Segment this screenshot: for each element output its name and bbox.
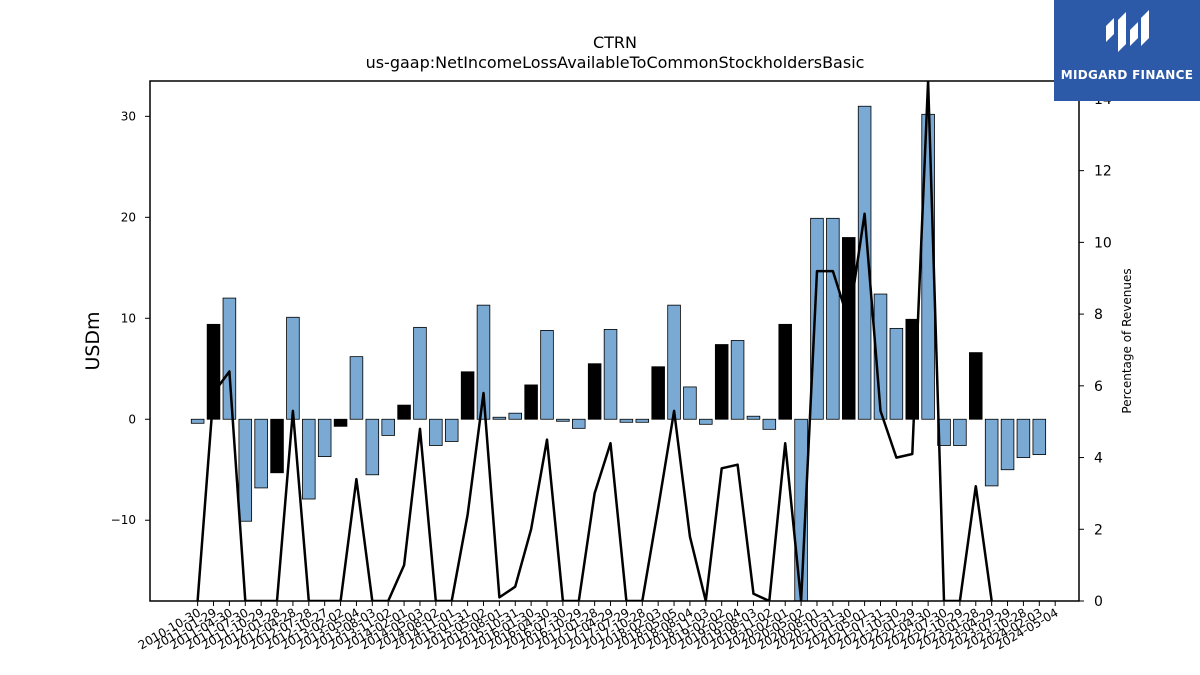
bar-2011-04-30 — [222, 297, 237, 420]
y-tick-label: 10 — [121, 311, 136, 325]
bar-2014-02-01 — [397, 404, 411, 420]
plot-frame — [149, 80, 1080, 602]
logo-text: MIDGARD FINANCE — [1060, 68, 1194, 82]
bar-2017-01-28 — [587, 363, 602, 420]
bar-2018-08-04 — [683, 386, 697, 420]
bar-2018-05-05 — [667, 304, 681, 420]
bar-2017-04-29 — [603, 328, 618, 420]
y2-tick-label: 12 — [1094, 164, 1112, 180]
y2-tick-label: 2 — [1094, 522, 1103, 538]
bar-2011-10-29 — [254, 418, 268, 489]
bar-2022-10-29 — [953, 418, 967, 446]
bar-2023-01-28 — [969, 352, 983, 420]
bars-layer — [190, 105, 1047, 602]
y-tick-label: −10 — [111, 513, 136, 527]
bar-2019-05-04 — [730, 340, 745, 420]
y-tick-label: 0 — [128, 412, 136, 426]
y2-axis-label: Percentage of Revenues — [1120, 268, 1134, 413]
bar-2015-01-31 — [460, 371, 475, 420]
bar-2019-02-02 — [714, 344, 729, 420]
bar-2011-07-30 — [238, 418, 253, 522]
bar-2012-10-27 — [317, 418, 332, 458]
bar-2021-07-31 — [873, 293, 888, 420]
y2-tick-label: 6 — [1094, 379, 1103, 395]
y-axis-label: USDm — [82, 311, 104, 370]
bar-2016-10-29 — [572, 418, 586, 429]
y2-tick-label: 0 — [1094, 594, 1103, 610]
bar-2014-08-02 — [429, 418, 443, 446]
bar-2013-02-02 — [333, 418, 348, 427]
bar-2016-07-30 — [556, 418, 570, 422]
y2-tick-label: 8 — [1094, 307, 1103, 323]
bar-2011-01-29 — [206, 323, 221, 420]
bar-2012-04-28 — [286, 316, 300, 420]
bar-2023-07-29 — [1000, 418, 1015, 471]
bar-2020-08-01 — [810, 217, 824, 420]
bar-2013-08-03 — [365, 418, 380, 476]
bar-2019-11-02 — [762, 418, 777, 430]
bar-2023-10-28 — [1016, 418, 1031, 459]
bar-2024-02-03 — [1032, 418, 1047, 455]
bar-2010-10-30 — [190, 418, 205, 424]
bar-2020-02-01 — [778, 323, 792, 420]
bar-2020-10-31 — [826, 217, 840, 420]
bar-2016-01-30 — [524, 384, 538, 420]
midgard-logo-icon — [1106, 10, 1149, 52]
bar-2017-07-29 — [619, 418, 634, 423]
bar-2019-08-03 — [746, 415, 761, 420]
bar-2014-05-03 — [413, 326, 427, 420]
bar-2015-05-02 — [476, 304, 491, 420]
bar-2016-04-30 — [540, 329, 554, 420]
y-tick-label: 30 — [121, 109, 136, 123]
percentage-line — [196, 81, 993, 601]
bar-2015-08-01 — [492, 416, 507, 420]
bar-2017-10-28 — [635, 418, 650, 423]
bar-2015-10-31 — [508, 412, 522, 420]
bar-2012-07-28 — [302, 418, 316, 500]
bar-2014-11-01 — [444, 418, 459, 442]
bar-2021-01-30 — [841, 237, 856, 420]
y2-tick-label: 10 — [1094, 235, 1112, 251]
bar-2012-01-28 — [270, 418, 284, 474]
y-tick-label: 20 — [121, 210, 136, 224]
chart-subtitle: us-gaap:NetIncomeLossAvailableToCommonSt… — [366, 53, 865, 72]
bar-2018-11-03 — [699, 418, 713, 425]
bar-2018-02-03 — [651, 366, 665, 420]
midgard-finance-logo: MIDGARD FINANCE — [1054, 0, 1200, 101]
y2-tick-label: 4 — [1094, 451, 1103, 467]
bar-2013-11-02 — [381, 418, 395, 436]
bar-2013-05-04 — [349, 356, 364, 420]
bar-2021-10-30 — [889, 327, 904, 420]
axes-layer: −100102030024681012142010-10-302011-01-2… — [111, 80, 1112, 652]
chart-title: CTRN — [593, 33, 637, 52]
line-layer — [196, 81, 993, 601]
bar-2023-04-29 — [984, 418, 999, 487]
